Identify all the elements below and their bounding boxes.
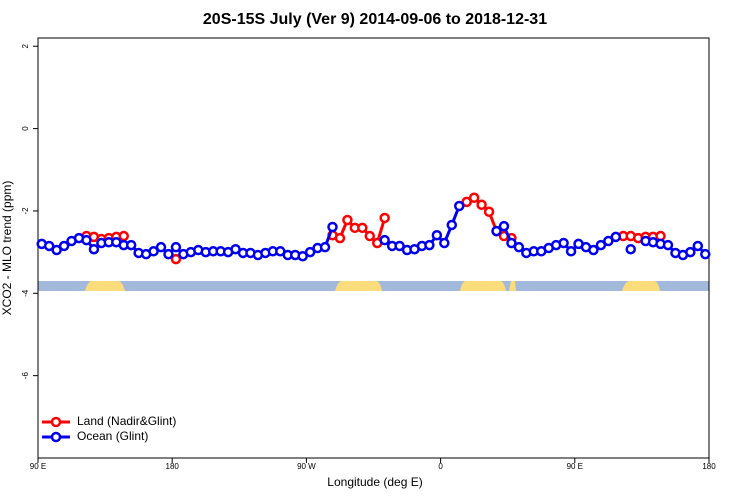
chart-title: 20S-15S July (Ver 9) 2014-09-06 to 2018-… (203, 11, 547, 28)
point (558, 237, 569, 249)
point (170, 253, 182, 265)
point (81, 234, 92, 246)
point (685, 246, 696, 258)
point (148, 246, 159, 257)
x-tick-label: 90 E (567, 462, 583, 471)
point (610, 231, 622, 243)
point (424, 239, 435, 251)
point (625, 243, 636, 255)
point (662, 239, 674, 251)
point (155, 241, 167, 253)
x-tick-label: 90 W (297, 462, 316, 471)
point (595, 239, 607, 251)
point (379, 212, 390, 224)
y-axis-label: XCO2 - MLO trend (ppm) (0, 181, 14, 316)
legend-label: Ocean (Glint) (77, 429, 148, 443)
point (439, 237, 450, 249)
point (468, 192, 480, 204)
x-tick-label: 180 (702, 462, 716, 471)
point (43, 240, 55, 252)
point (334, 232, 346, 244)
legend-label: Land (Nadir&Glint) (77, 414, 176, 428)
x-tick-label: 180 (166, 462, 180, 471)
point (364, 230, 376, 242)
point (603, 235, 614, 247)
point (327, 221, 338, 233)
point (125, 239, 137, 251)
point (379, 234, 390, 246)
plot-frame (37, 37, 710, 459)
point (461, 196, 472, 208)
point (692, 240, 704, 252)
point (51, 244, 62, 256)
x-tick-label: 90 E (30, 462, 46, 471)
point (498, 220, 510, 232)
point (476, 199, 487, 211)
point (513, 241, 525, 253)
surface-strip (38, 281, 709, 291)
y-tick-label: 0 (21, 126, 30, 131)
y-tick-label: 2 (21, 43, 30, 48)
point (304, 246, 316, 258)
x-axis-label: Longitude (deg E) (327, 475, 422, 489)
point (506, 237, 517, 249)
point (431, 229, 443, 241)
point (297, 250, 308, 262)
point (58, 240, 70, 252)
y-tick-label: -2 (21, 207, 30, 215)
point (491, 225, 502, 237)
point (88, 243, 100, 255)
point (483, 206, 495, 218)
legend-marker (50, 416, 62, 428)
point (588, 244, 599, 256)
point (163, 248, 174, 260)
point (453, 200, 465, 212)
point (565, 246, 577, 257)
y-tick-label: -4 (21, 289, 30, 297)
point (357, 222, 368, 234)
y-tick-label: -6 (21, 372, 30, 380)
point (170, 241, 182, 253)
x-tick-label: 0 (438, 462, 443, 471)
point (319, 241, 331, 253)
point (700, 248, 711, 260)
point (446, 219, 458, 231)
point (394, 240, 405, 252)
point (342, 214, 353, 226)
point (118, 230, 129, 242)
legend-marker (50, 431, 62, 443)
